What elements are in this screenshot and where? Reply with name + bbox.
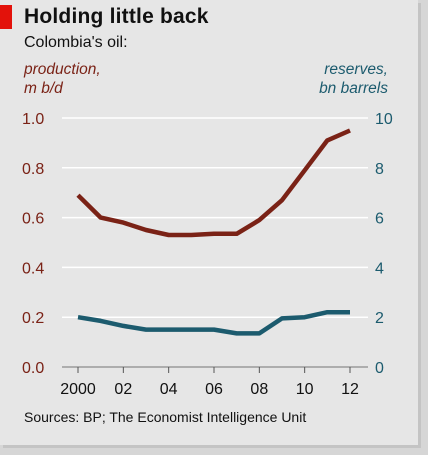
left-axis-title: production, m b/d [24,60,101,98]
chart-card: Holding little back Colombia's oil: prod… [0,0,418,445]
reserves-series-line [77,309,350,336]
right-axis-tick-label: 0 [375,360,384,377]
x-axis-tick-label: 10 [296,381,314,398]
right-axis-tick-label: 4 [375,260,384,277]
right-axis-title-line-1: reserves, [324,61,388,78]
left-axis-tick-label: 0.2 [22,310,44,327]
left-axis-tick-label: 0.4 [22,260,44,277]
source-note: Sources: BP; The Economist Intelligence … [24,409,307,425]
left-axis-tick-label: 0.6 [22,211,44,228]
chart-title: Holding little back [24,5,209,28]
left-axis-tick-label: 0.8 [22,161,44,178]
left-axis-tick-label: 0.0 [22,360,44,377]
x-axis-tick-label: 04 [160,381,178,398]
x-axis-tick-label: 12 [341,381,359,398]
chart-subtitle: Colombia's oil: [24,34,128,51]
left-axis-title-line-2: m b/d [24,80,63,97]
x-axis-tick-label: 08 [250,381,268,398]
x-axis-tick-label: 02 [114,381,132,398]
right-axis-tick-label: 10 [375,111,393,128]
production-series-line [76,128,351,238]
brand-accent-bar [0,5,12,29]
left-axis-title-line-1: production, [24,61,101,78]
right-axis-tick-label: 6 [375,211,384,228]
right-axis-tick-label: 8 [375,161,384,178]
x-axis-tick-label: 2000 [60,381,96,398]
right-axis-title: reserves, bn barrels [319,60,388,98]
right-axis-title-line-2: bn barrels [319,80,388,97]
left-axis-tick-label: 1.0 [22,111,44,128]
x-axis-tick-label: 06 [205,381,223,398]
right-axis-tick-label: 2 [375,310,384,327]
